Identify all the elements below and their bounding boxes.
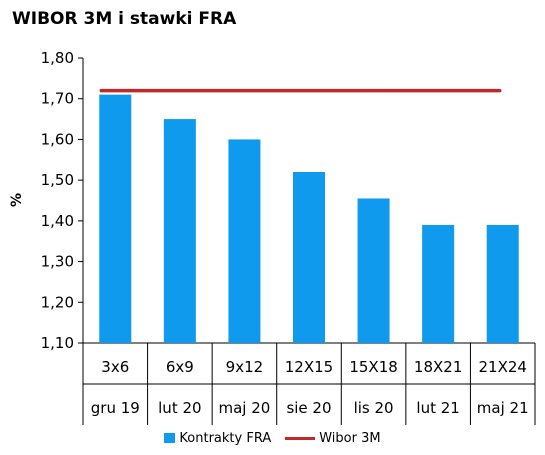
x-tick-label-date: gru 19 — [91, 399, 140, 417]
x-tick-label-date: sie 20 — [286, 399, 331, 417]
legend-bar-label: Kontrakty FRA — [179, 430, 272, 446]
y-tick-label: 1,40 — [41, 212, 74, 230]
chart-title: WIBOR 3M i stawki FRA — [12, 9, 237, 29]
x-tick-label-contract: 3x6 — [101, 358, 129, 376]
x-tick-label-date: maj 20 — [219, 399, 271, 417]
y-tick-label: 1,80 — [41, 49, 74, 67]
x-tick-label-contract: 21X24 — [478, 358, 526, 376]
x-tick-label-date: lut 20 — [158, 399, 201, 417]
y-tick-label: 1,50 — [41, 171, 74, 189]
x-tick-label-date: lut 21 — [416, 399, 459, 417]
bar-6x9 — [163, 119, 196, 343]
y-tick-label: 1,60 — [41, 130, 74, 148]
x-tick-label-contract: 15X18 — [349, 358, 397, 376]
y-tick-label: 1,30 — [41, 253, 74, 271]
x-tick-label-date: lis 20 — [354, 399, 394, 417]
legend-item-line: Wibor 3M — [285, 430, 381, 446]
x-tick-label-contract: 12X15 — [285, 358, 333, 376]
y-tick-label: 1,70 — [41, 90, 74, 108]
legend-bar-swatch — [164, 433, 176, 443]
y-tick-label: 1,20 — [41, 293, 74, 311]
legend-line-label: Wibor 3M — [319, 430, 381, 446]
x-tick-label-contract: 18X21 — [414, 358, 462, 376]
y-axis-title: % — [9, 193, 25, 207]
bar-18x21 — [422, 224, 455, 343]
bar-12x15 — [293, 172, 325, 343]
y-tick-label: 1,10 — [41, 334, 74, 352]
legend: Kontrakty FRA Wibor 3M — [0, 428, 545, 448]
x-tick-label-date: maj 21 — [477, 399, 529, 417]
bar-15x18 — [357, 198, 390, 343]
legend-line-swatch — [285, 436, 316, 440]
x-tick-label-contract: 6x9 — [166, 358, 194, 376]
bar-3x6 — [99, 94, 132, 344]
bar-21x24 — [486, 224, 519, 343]
legend-item-bars: Kontrakty FRA — [164, 431, 271, 446]
x-tick-label-contract: 9x12 — [226, 358, 264, 376]
bar-9x12 — [228, 139, 261, 343]
